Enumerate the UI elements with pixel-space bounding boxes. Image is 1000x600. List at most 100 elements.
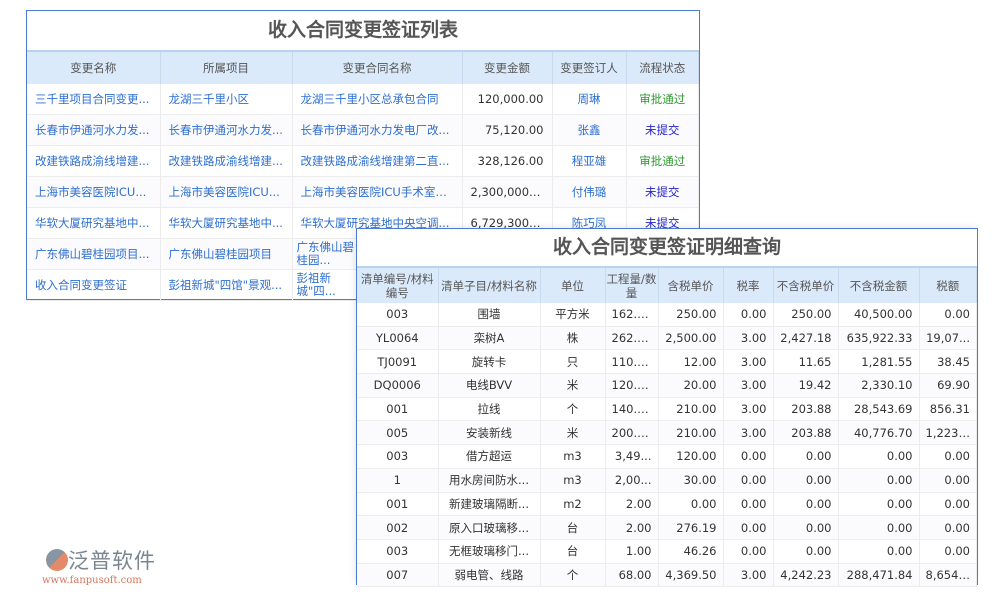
column-header[interactable]: 单位: [540, 266, 606, 303]
detail-cell: 001: [357, 492, 439, 517]
column-header[interactable]: 流程状态: [626, 50, 699, 84]
change-name-cell[interactable]: 改建铁路成渝线增建...: [27, 145, 161, 177]
project-cell[interactable]: 龙湖三千里小区: [160, 84, 293, 115]
table-row[interactable]: YL0064 栾树A 株 262.00 2,500.00 3.00 2,427.18 635,…: [357, 326, 977, 351]
project-cell[interactable]: 彭祖新城"四馆"景观...: [160, 269, 293, 301]
table-row[interactable]: 003 无框玻璃移门... 台 1.00 46.26 0.00 0.00 0.00 0.00: [357, 539, 977, 564]
column-header[interactable]: 变更金额: [462, 50, 553, 84]
detail-cell: 0.00: [723, 303, 774, 327]
change-amount-cell: 328,126.00: [462, 145, 553, 177]
project-cell[interactable]: 上海市美容医院ICU...: [160, 176, 293, 208]
detail-cell: m3: [540, 468, 606, 493]
table-row[interactable]: 003 借方超运 m3 3,49... 120.00 0.00 0.00 0.00 0.00: [357, 444, 977, 469]
detail-cell: 2,330.10: [838, 373, 920, 398]
column-header[interactable]: 税率: [723, 266, 774, 303]
detail-cell: 203.88: [773, 420, 839, 446]
column-header[interactable]: 变更合同名称: [292, 50, 463, 84]
table-row[interactable]: 上海市美容医院ICU... 上海市美容医院ICU... 上海市美容医院ICU手术室净…: [27, 176, 699, 208]
column-header[interactable]: 含税单价: [658, 266, 724, 303]
detail-cell: 0.00: [723, 515, 774, 540]
column-header[interactable]: 不含税单价: [773, 266, 839, 303]
project-cell[interactable]: 改建铁路成渝线增建...: [160, 145, 293, 177]
change-name-cell[interactable]: 长春市伊通河水力发...: [27, 114, 161, 146]
contract-name-cell[interactable]: 上海市美容医院ICU手术室净...: [292, 176, 463, 208]
contract-name-cell[interactable]: 长春市伊通河水力发电厂改...: [292, 114, 463, 146]
detail-cell: 2,500.00: [658, 326, 724, 351]
detail-cell: 个: [540, 563, 606, 588]
detail-cell: 3.00: [723, 563, 774, 588]
change-name-cell[interactable]: 收入合同变更签证: [27, 269, 161, 301]
column-header[interactable]: 所属项目: [160, 50, 293, 84]
contract-name-cell[interactable]: 龙湖三千里小区总承包合同: [292, 84, 463, 115]
detail-cell: 围墙: [438, 303, 541, 327]
table-row[interactable]: 005 安装新线米 200.00 210.00 3.00 203.88 40,776.70 1…: [357, 420, 977, 446]
detail-cell: 120.00: [605, 373, 659, 398]
table-row[interactable]: 三千里项目合同变更... 龙湖三千里小区 龙湖三千里小区总承包合同 120,000.0…: [27, 84, 699, 115]
column-header[interactable]: 变更名称: [27, 50, 161, 84]
detail-cell: 38.45: [919, 349, 977, 375]
detail-cell: 2,00...: [605, 468, 659, 493]
column-header[interactable]: 变更签订人: [552, 50, 627, 84]
table-row[interactable]: 007 弱电管、线路个 68.00 4,369.50 3.00 4,242.23 288,4…: [357, 563, 977, 588]
signer-cell: 周琳: [552, 84, 627, 115]
table-row[interactable]: 1 用水房间防水... m3 2,00... 30.00 0.00 0.00 0.00 0.00: [357, 468, 977, 493]
detail-cell: 0.00: [723, 444, 774, 469]
column-header[interactable]: 清单子目/材料名称: [438, 266, 541, 303]
table-row[interactable]: 长春市伊通河水力发... 长春市伊通河水力发... 长春市伊通河水力发电厂改... 7…: [27, 114, 699, 146]
detail-title: 收入合同变更签证明细查询: [552, 236, 781, 258]
signer-cell: 张鑫: [552, 114, 627, 146]
detail-cell: 40,500.00: [838, 303, 920, 327]
detail-cell: 68.00: [605, 563, 659, 588]
change-name-cell[interactable]: 上海市美容医院ICU...: [27, 176, 161, 208]
detail-cell: DQ0006: [357, 373, 439, 398]
change-detail-table: 清单编号/材料编号 清单子目/材料名称 单位 工程量/数量 含税单价 税率 不含税单价 不含税…: [357, 266, 977, 588]
fanpusoft-logo: 泛普软件 www.fanpusoft.com: [40, 545, 170, 591]
detail-cell: 69.90: [919, 373, 977, 398]
detail-cell: 新建玻璃隔断...: [438, 492, 541, 517]
table-row[interactable]: 改建铁路成渝线增建... 改建铁路成渝线增建... 改建铁路成渝线增建第二直... 3…: [27, 145, 699, 177]
project-cell[interactable]: 华软大厦研究基地中...: [160, 207, 293, 239]
detail-cell: 个: [540, 397, 606, 422]
change-name-cell[interactable]: 广东佛山碧桂园项目...: [27, 238, 161, 270]
column-header[interactable]: 清单编号/材料编号: [357, 266, 439, 303]
detail-cell: 120.00: [658, 444, 724, 469]
project-cell[interactable]: 广东佛山碧桂园项目: [160, 238, 293, 270]
detail-cell: 12.00: [658, 349, 724, 375]
table-row[interactable]: 001 拉线个 140.00 210.00 3.00 203.88 28,543.69 856…: [357, 397, 977, 422]
detail-cell: 40,776.70: [838, 420, 920, 446]
detail-cell: 原入口玻璃移...: [438, 515, 541, 540]
detail-cell: 0.00: [723, 468, 774, 493]
project-cell[interactable]: 长春市伊通河水力发...: [160, 114, 293, 146]
detail-cell: 弱电管、线路: [438, 563, 541, 588]
table-row[interactable]: TJ0091 旋转卡只 110.00 12.00 3.00 11.65 1,281.55 38…: [357, 349, 977, 375]
table-row[interactable]: 002 原入口玻璃移... 台 2.00 276.19 0.00 0.00 0.00 0.00: [357, 515, 977, 540]
column-header[interactable]: 税额: [919, 266, 977, 303]
contract-name-cell[interactable]: 改建铁路成渝线增建第二直...: [292, 145, 463, 177]
detail-cell: 3.00: [723, 373, 774, 398]
detail-cell: m3: [540, 444, 606, 469]
detail-cell: 3,49...: [605, 444, 659, 469]
detail-cell: 0.00: [919, 468, 977, 493]
detail-cell: 借方超运: [438, 444, 541, 469]
table-row[interactable]: 001 新建玻璃隔断... m2 2.00 0.00 0.00 0.00 0.00 0.00: [357, 492, 977, 517]
table-row[interactable]: 003 围墙 平方米 162.00 250.00 0.00 250.00 40,500.00 0…: [357, 303, 977, 327]
column-header[interactable]: 工程量/数量: [605, 266, 659, 303]
detail-cell: TJ0091: [357, 349, 439, 375]
detail-cell: 4,369.50: [658, 563, 724, 588]
detail-cell: 002: [357, 515, 439, 540]
detail-cell: 110.00: [605, 349, 659, 375]
detail-cell: 210.00: [658, 397, 724, 422]
detail-cell: 0.00: [919, 303, 977, 327]
column-header[interactable]: 不含税金额: [838, 266, 920, 303]
detail-cell: 11.65: [773, 349, 839, 375]
detail-cell: 007: [357, 563, 439, 588]
detail-cell: 003: [357, 303, 439, 327]
detail-cell: 210.00: [658, 420, 724, 446]
table-row[interactable]: DQ0006 电线BVV 米 120.00 20.00 3.00 19.42 2,330.10…: [357, 373, 977, 398]
change-name-cell[interactable]: 三千里项目合同变更...: [27, 84, 161, 115]
detail-cell: 262.00: [605, 326, 659, 351]
change-name-cell[interactable]: 华软大厦研究基地中...: [27, 207, 161, 239]
detail-cell: 0.00: [773, 515, 839, 540]
detail-cell: 0.00: [919, 539, 977, 564]
detail-cell: 1: [357, 468, 439, 493]
